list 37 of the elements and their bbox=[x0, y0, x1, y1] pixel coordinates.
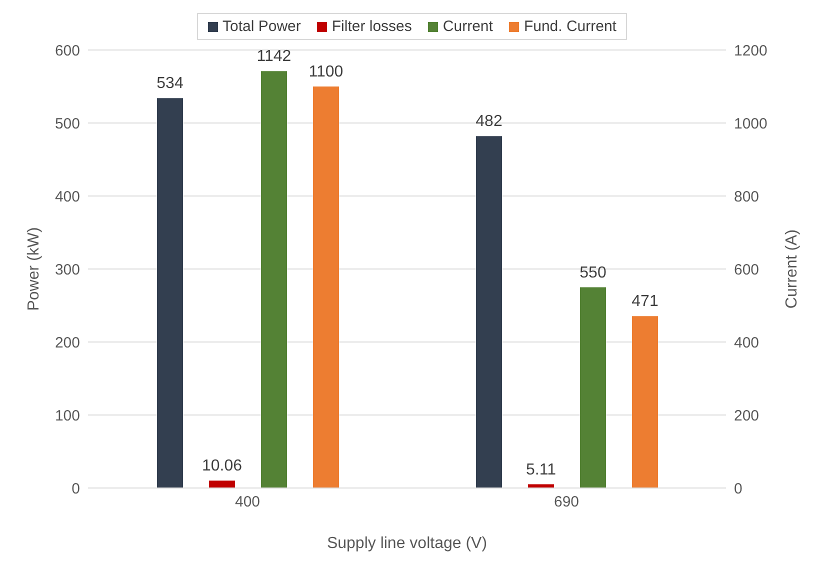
y2-tick-label: 800 bbox=[734, 188, 760, 206]
data-label: 1100 bbox=[308, 64, 344, 80]
data-label: 482 bbox=[476, 113, 502, 130]
bar bbox=[157, 98, 183, 488]
y-tick-label: 400 bbox=[54, 188, 80, 206]
bar bbox=[313, 86, 339, 488]
y-tick-label: 600 bbox=[54, 42, 80, 60]
y-tick-label: 500 bbox=[54, 115, 80, 132]
legend-label: Fund. Current bbox=[522, 18, 616, 35]
bar bbox=[209, 480, 235, 488]
legend-label: Current bbox=[442, 18, 493, 35]
bar bbox=[632, 316, 658, 488]
data-label: 10.06 bbox=[202, 458, 242, 475]
bar bbox=[261, 71, 287, 488]
bar bbox=[476, 136, 502, 488]
x-axis-title: Supply line voltage (V) bbox=[326, 535, 488, 552]
y2-tick-label: 0 bbox=[734, 480, 742, 498]
y2-tick-label: 1200 bbox=[734, 42, 768, 60]
x-tick-label: 690 bbox=[554, 494, 580, 511]
y2-tick-label: 200 bbox=[734, 407, 760, 424]
y2-tick-label: 400 bbox=[734, 334, 760, 352]
data-label: 1142 bbox=[256, 48, 292, 66]
data-label: 550 bbox=[580, 264, 606, 282]
legend-label: Total Power bbox=[222, 18, 301, 35]
y2-tick-label: 600 bbox=[734, 261, 760, 278]
legend-label: Filter losses bbox=[330, 18, 412, 35]
y-tick-label: 100 bbox=[54, 407, 80, 424]
data-label: 471 bbox=[632, 293, 658, 310]
y-tick-label: 0 bbox=[72, 480, 80, 498]
y-tick-label: 300 bbox=[54, 261, 80, 278]
bar bbox=[580, 287, 606, 488]
y2-axis-title: Current (A) bbox=[784, 229, 801, 309]
y-tick-label: 200 bbox=[54, 334, 80, 352]
data-label: 534 bbox=[156, 75, 184, 92]
y2-tick-label: 1000 bbox=[734, 115, 768, 132]
data-label: 5.11 bbox=[526, 461, 556, 478]
y-axis-title: Power (kW) bbox=[26, 227, 43, 311]
